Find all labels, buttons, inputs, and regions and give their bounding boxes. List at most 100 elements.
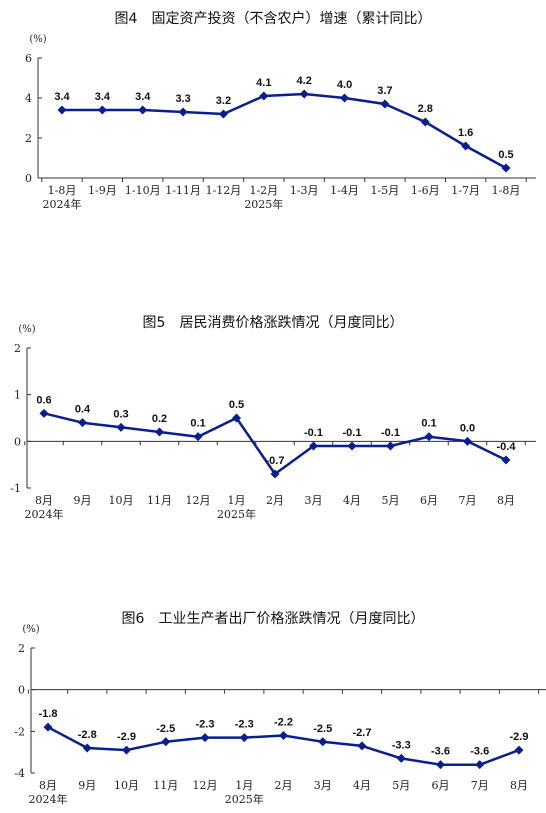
x-axis-tick-label: 9月 <box>78 779 96 792</box>
x-axis-tick-label: 6月 <box>432 779 450 792</box>
data-point-marker <box>97 105 107 115</box>
x-axis-year-label: 2025年 <box>217 507 256 521</box>
data-value-label: -0.1 <box>304 427 323 439</box>
x-axis-tick-label: 4月 <box>343 494 361 507</box>
data-point-marker <box>82 743 92 753</box>
data-value-label: 0.3 <box>113 408 128 420</box>
x-axis-tick-label: 8月 <box>35 494 53 507</box>
x-axis-year-label: 2024年 <box>25 507 64 521</box>
chart-plot: (%) 0 2 4 6 1-8月 1-9月 1-10月 1-11月 1-12月 1-2月 1-3月 1-… <box>25 34 536 211</box>
y-axis-tick-label: -1 <box>10 482 21 495</box>
data-value-label: 4.2 <box>297 75 312 87</box>
x-axis-tick-label: 1月 <box>235 779 253 792</box>
y-axis-tick-label: 0 <box>14 435 21 448</box>
x-axis-tick-label: 8月 <box>510 779 528 792</box>
data-point-marker <box>155 427 164 437</box>
y-axis-tick-label: 1 <box>14 389 21 402</box>
data-value-label: 4.0 <box>337 79 352 91</box>
x-axis-tick-label: 1-4月 <box>330 184 359 197</box>
x-axis-tick-label: 10月 <box>114 779 139 792</box>
data-value-label: 3.7 <box>377 85 392 97</box>
data-value-label: -3.6 <box>431 746 450 758</box>
y-axis-tick-label: 0 <box>25 172 32 185</box>
x-axis-tick-label: 12月 <box>193 779 218 792</box>
x-axis-tick-label: 11月 <box>147 494 172 507</box>
data-value-label: 0.4 <box>75 404 91 416</box>
data-value-label: -2.9 <box>117 731 136 743</box>
data-point-marker <box>57 105 67 115</box>
data-value-label: -2.9 <box>510 731 529 743</box>
data-value-label: 3.4 <box>95 91 111 103</box>
data-point-marker <box>347 441 357 451</box>
data-value-label: -2.3 <box>196 719 215 731</box>
data-point-marker <box>239 733 249 743</box>
x-axis-tick-label: 1-8月 <box>48 184 77 197</box>
x-axis-tick-label: 4月 <box>353 779 371 792</box>
data-point-marker <box>78 418 87 428</box>
x-axis-year-label: 2024年 <box>29 792 68 806</box>
data-point-marker <box>39 408 49 418</box>
data-value-label: -2.3 <box>235 719 254 731</box>
data-value-label: -0.1 <box>343 427 362 439</box>
chart-panel-cpi: 图5 居民消费价格涨跌情况（月度同比） (%) -1 0 1 2 8月 9月 10月 11月 12… <box>0 300 546 540</box>
y-axis-unit-label: (%) <box>29 34 46 45</box>
data-point-marker <box>270 469 280 479</box>
x-axis-tick-label: 10月 <box>109 494 134 507</box>
data-value-label: -2.7 <box>353 727 372 739</box>
data-point-marker <box>514 745 524 755</box>
y-axis-tick-label: -4 <box>14 767 25 780</box>
data-point-marker <box>232 413 241 423</box>
chart-title: 图5 居民消费价格涨跌情况（月度同比） <box>142 315 404 331</box>
data-value-label: 0.0 <box>460 422 475 434</box>
data-point-marker <box>475 760 485 770</box>
data-value-label: 2.8 <box>418 103 433 115</box>
data-point-marker <box>436 760 445 770</box>
data-point-marker <box>193 432 203 442</box>
data-value-label: 0.1 <box>421 418 436 430</box>
data-value-label: -0.1 <box>381 427 400 439</box>
data-value-label: -2.8 <box>78 729 97 741</box>
x-axis-tick-label: 8月 <box>39 779 57 792</box>
chart-panel-fixed-asset-investment: 图4 固定资产投资（不含农户）增速（累计同比） (%) 0 2 4 6 1-8月 1-9月 1… <box>0 0 546 270</box>
data-value-label: -1.8 <box>39 708 58 720</box>
x-axis-tick-label: 5月 <box>392 779 410 792</box>
data-point-marker <box>122 745 131 755</box>
y-axis-tick-label: 2 <box>18 642 25 655</box>
data-value-label: 0.5 <box>229 399 244 411</box>
x-axis-tick-label: 7月 <box>471 779 489 792</box>
data-point-marker <box>357 741 367 751</box>
data-value-label: 3.4 <box>54 91 70 103</box>
data-point-marker <box>386 441 395 451</box>
data-value-label: -2.5 <box>156 723 175 735</box>
x-axis-tick-label: 1-5月 <box>371 184 400 197</box>
data-point-marker <box>380 99 390 109</box>
data-point-marker <box>43 722 53 732</box>
x-axis-tick-label: 6月 <box>420 494 438 507</box>
y-axis-unit-label: (%) <box>18 324 35 335</box>
data-value-label: -2.2 <box>274 717 293 729</box>
chart-panel-ppi: 图6 工业生产者出厂价格涨跌情况（月度同比） (%) -4 -2 0 2 8月 9月 10月 1… <box>0 590 546 813</box>
data-point-marker <box>279 731 288 740</box>
data-value-label: -0.4 <box>497 441 517 453</box>
data-point-marker <box>178 107 188 117</box>
x-axis-tick-label: 1月 <box>228 494 246 507</box>
data-value-label: 0.5 <box>498 149 513 161</box>
x-axis-tick-label: 1-6月 <box>411 184 440 197</box>
chart-title: 图4 固定资产投资（不含农户）增速（累计同比） <box>114 11 432 27</box>
x-axis-tick-label: 1-3月 <box>290 184 319 197</box>
x-axis-tick-label: 5月 <box>382 494 400 507</box>
x-axis-tick-label: 1-10月 <box>125 184 161 197</box>
data-point-marker <box>200 733 210 743</box>
data-point-marker <box>424 432 434 442</box>
x-axis-tick-label: 1-2月 <box>249 184 278 197</box>
data-value-label: -0.7 <box>266 455 285 467</box>
data-value-label: 4.1 <box>256 77 271 89</box>
x-axis-tick-label: 2月 <box>266 494 284 507</box>
data-value-label: -3.6 <box>470 746 489 758</box>
data-point-marker <box>259 91 269 101</box>
x-axis-tick-label: 9月 <box>74 494 92 507</box>
x-axis-tick-label: 1-12月 <box>206 184 242 197</box>
data-value-label: 3.2 <box>216 95 231 107</box>
data-value-label: 1.6 <box>458 127 473 139</box>
